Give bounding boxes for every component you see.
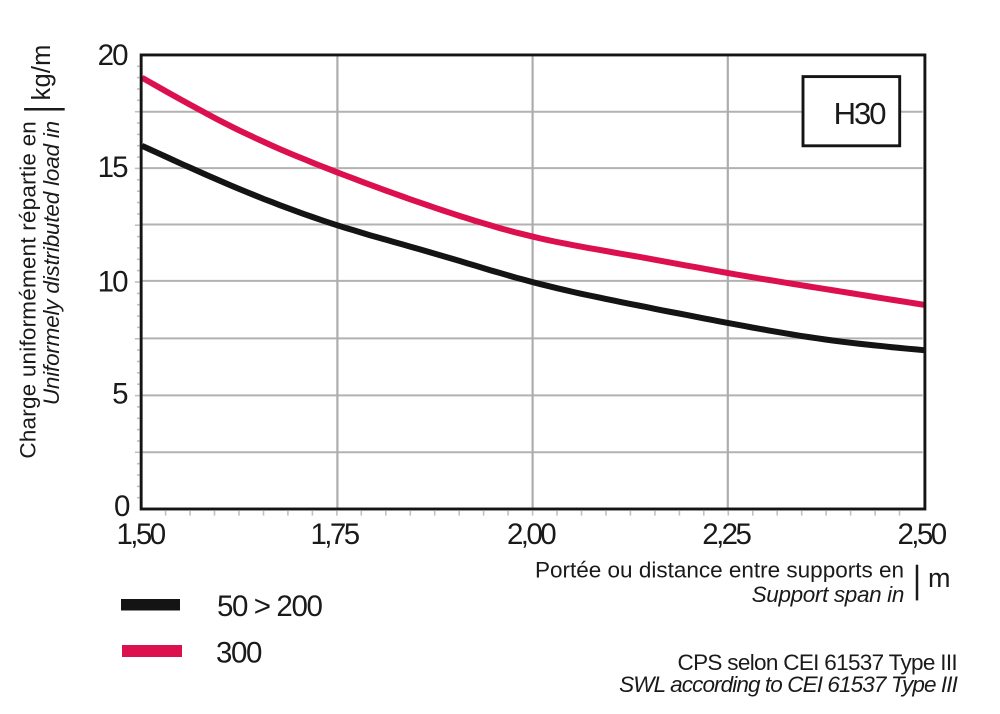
svg-text:2,50: 2,50 [897,518,946,551]
svg-text:1,50: 1,50 [116,518,165,551]
svg-text:CPS selon CEI 61537 Type III: CPS selon CEI 61537 Type III [678,650,957,675]
svg-text:2,25: 2,25 [702,518,751,551]
svg-text:300: 300 [216,637,262,670]
svg-text:50 > 200: 50 > 200 [217,590,322,623]
svg-text:H30: H30 [834,96,887,131]
svg-text:m: m [928,563,951,593]
svg-text:SWL according to CEI 61537 Typ: SWL according to CEI 61537 Type III [619,672,958,697]
svg-text:2,00: 2,00 [507,518,556,551]
svg-text:Uniformely distributed load in: Uniformely distributed load in [39,121,64,405]
svg-text:Portée ou distance entre suppo: Portée ou distance entre supports en [535,557,904,582]
svg-text:1,75: 1,75 [310,518,359,551]
svg-text:Support span in: Support span in [752,582,904,607]
svg-text:15: 15 [98,151,128,184]
svg-text:10: 10 [98,265,128,298]
svg-text:0: 0 [114,490,130,523]
svg-text:kg/m: kg/m [28,44,56,100]
svg-text:Charge uniformément répartie e: Charge uniformément répartie en [16,121,41,459]
svg-text:20: 20 [98,39,128,72]
svg-text:5: 5 [112,377,128,410]
